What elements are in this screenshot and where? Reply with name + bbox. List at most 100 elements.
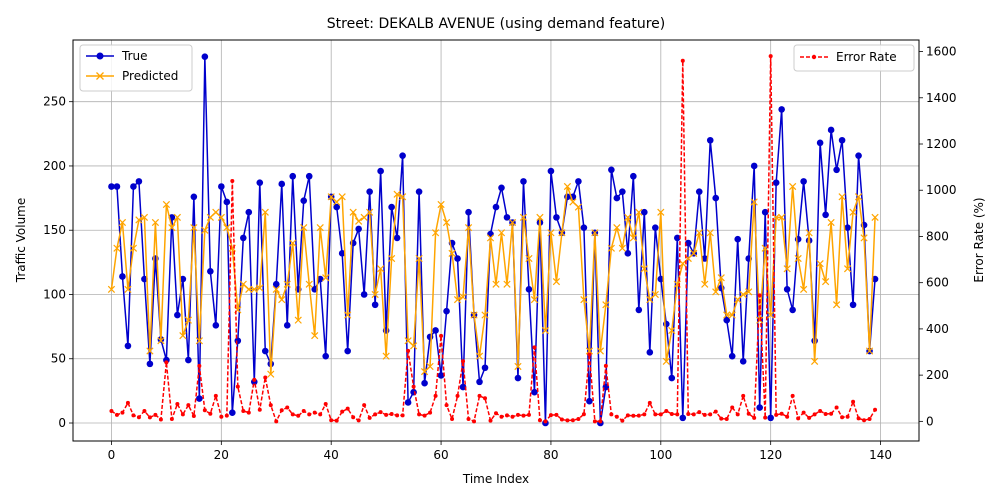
legend-right-box — [793, 44, 915, 72]
point-predicted — [195, 337, 203, 345]
legend-true-label: True — [121, 49, 148, 63]
plot-frame — [72, 39, 920, 442]
point-true — [657, 275, 665, 283]
point-error-rate — [548, 413, 553, 418]
point-error-rate — [472, 419, 477, 424]
point-true — [415, 188, 423, 195]
point-true — [838, 136, 846, 144]
point-error-rate — [235, 384, 240, 389]
point-error-rate — [307, 412, 312, 417]
point-true — [333, 203, 340, 211]
y2-tick-label: 800 — [926, 229, 949, 243]
point-predicted — [805, 229, 813, 237]
point-error-rate — [653, 412, 658, 417]
point-true — [399, 152, 406, 159]
point-true — [141, 275, 148, 283]
point-error-rate — [730, 405, 735, 410]
point-true — [498, 184, 505, 192]
point-true — [179, 275, 187, 283]
point-true — [673, 234, 681, 242]
point-error-rate — [845, 414, 850, 419]
point-error-rate — [669, 411, 674, 416]
point-error-rate — [246, 410, 251, 415]
point-error-rate — [400, 413, 405, 418]
point-error-rate — [169, 417, 174, 422]
point-predicted — [783, 265, 791, 273]
point-predicted — [344, 311, 352, 319]
point-true — [492, 203, 500, 211]
point-error-rate — [114, 412, 119, 417]
point-error-rate — [136, 415, 141, 420]
point-error-rate — [241, 408, 246, 413]
point-true — [185, 356, 192, 364]
point-true — [476, 378, 483, 386]
point-predicted — [355, 217, 363, 225]
y-tick-label: 100 — [43, 287, 66, 301]
point-error-rate — [603, 363, 608, 368]
point-error-rate — [587, 352, 592, 357]
point-true — [289, 172, 297, 180]
point-error-rate — [504, 413, 509, 418]
point-true — [668, 374, 676, 382]
point-predicted — [305, 280, 313, 288]
point-predicted — [492, 280, 500, 288]
point-error-rate — [785, 414, 790, 419]
point-true — [827, 126, 835, 134]
point-error-rate — [570, 418, 575, 423]
point-error-rate — [180, 412, 185, 417]
point-error-rate — [125, 400, 130, 405]
point-predicted — [157, 337, 165, 345]
point-true — [734, 235, 742, 243]
point-error-rate — [581, 412, 586, 417]
point-true — [525, 286, 533, 293]
point-true — [360, 291, 368, 298]
point-error-rate — [202, 408, 207, 413]
point-predicted — [382, 352, 390, 360]
point-true — [481, 364, 489, 372]
point-predicted — [750, 198, 758, 206]
point-error-rate — [164, 360, 169, 365]
point-predicted — [618, 244, 626, 252]
point-error-rate — [862, 418, 867, 423]
point-predicted — [426, 362, 434, 371]
x-tick-label: 20 — [214, 448, 229, 462]
point-true — [278, 180, 286, 188]
point-true — [613, 194, 621, 202]
point-predicted — [272, 285, 280, 293]
point-predicted — [294, 316, 302, 324]
point-predicted — [316, 224, 324, 232]
y-tick-label: 200 — [43, 159, 66, 173]
point-predicted — [366, 208, 374, 216]
point-predicted — [690, 249, 698, 257]
point-predicted — [168, 224, 176, 232]
y2-tick-label: 1400 — [926, 91, 957, 105]
point-error-rate — [576, 417, 581, 422]
point-predicted — [602, 301, 610, 309]
y-axis-right: 0 200 400 600 800 1000 1200 1400 1600 — [919, 45, 957, 428]
point-predicted — [124, 285, 132, 293]
point-true — [662, 320, 670, 328]
x-axis-title: Time Index — [462, 472, 529, 486]
point-error-rate — [362, 403, 367, 408]
point-error-rate — [219, 414, 224, 419]
point-error-rate — [290, 412, 295, 417]
point-predicted — [118, 218, 127, 227]
point-predicted — [459, 293, 467, 301]
point-error-rate — [702, 412, 707, 417]
point-predicted — [794, 254, 802, 263]
point-true — [514, 374, 522, 382]
x-axis: 0 20 40 60 80 100 120 140 — [108, 441, 892, 462]
point-true — [305, 172, 313, 180]
point-predicted — [179, 331, 187, 340]
point-error-rate — [499, 414, 504, 419]
point-error-rate — [384, 412, 389, 417]
point-error-rate — [642, 412, 647, 417]
point-true — [190, 193, 198, 201]
point-predicted — [613, 224, 621, 232]
point-true — [393, 234, 401, 242]
legend-predicted-marker — [96, 72, 104, 80]
point-predicted — [530, 295, 539, 304]
y-axis-left: 0 50 100 150 200 250 — [43, 95, 73, 430]
point-predicted — [745, 288, 753, 296]
point-predicted — [135, 216, 143, 224]
